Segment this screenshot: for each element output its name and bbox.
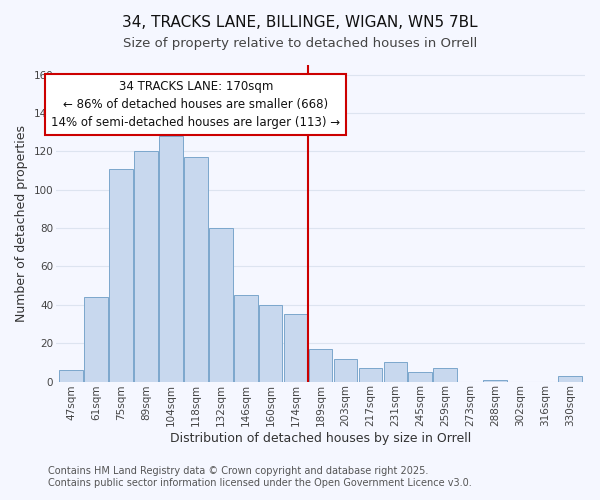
Bar [159, 136, 182, 382]
Bar [433, 368, 457, 382]
X-axis label: Distribution of detached houses by size in Orrell: Distribution of detached houses by size … [170, 432, 471, 445]
Text: Contains HM Land Registry data © Crown copyright and database right 2025.
Contai: Contains HM Land Registry data © Crown c… [48, 466, 472, 487]
Bar [334, 358, 358, 382]
Text: 34 TRACKS LANE: 170sqm
← 86% of detached houses are smaller (668)
14% of semi-de: 34 TRACKS LANE: 170sqm ← 86% of detached… [51, 80, 340, 130]
Bar [259, 305, 283, 382]
Bar [409, 372, 432, 382]
Bar [84, 297, 108, 382]
Bar [558, 376, 582, 382]
Bar [134, 152, 158, 382]
Bar [308, 349, 332, 382]
Text: 34, TRACKS LANE, BILLINGE, WIGAN, WN5 7BL: 34, TRACKS LANE, BILLINGE, WIGAN, WN5 7B… [122, 15, 478, 30]
Bar [234, 295, 257, 382]
Bar [284, 314, 307, 382]
Y-axis label: Number of detached properties: Number of detached properties [15, 125, 28, 322]
Text: Size of property relative to detached houses in Orrell: Size of property relative to detached ho… [123, 38, 477, 51]
Bar [109, 168, 133, 382]
Bar [59, 370, 83, 382]
Bar [383, 362, 407, 382]
Bar [484, 380, 507, 382]
Bar [209, 228, 233, 382]
Bar [184, 157, 208, 382]
Bar [359, 368, 382, 382]
